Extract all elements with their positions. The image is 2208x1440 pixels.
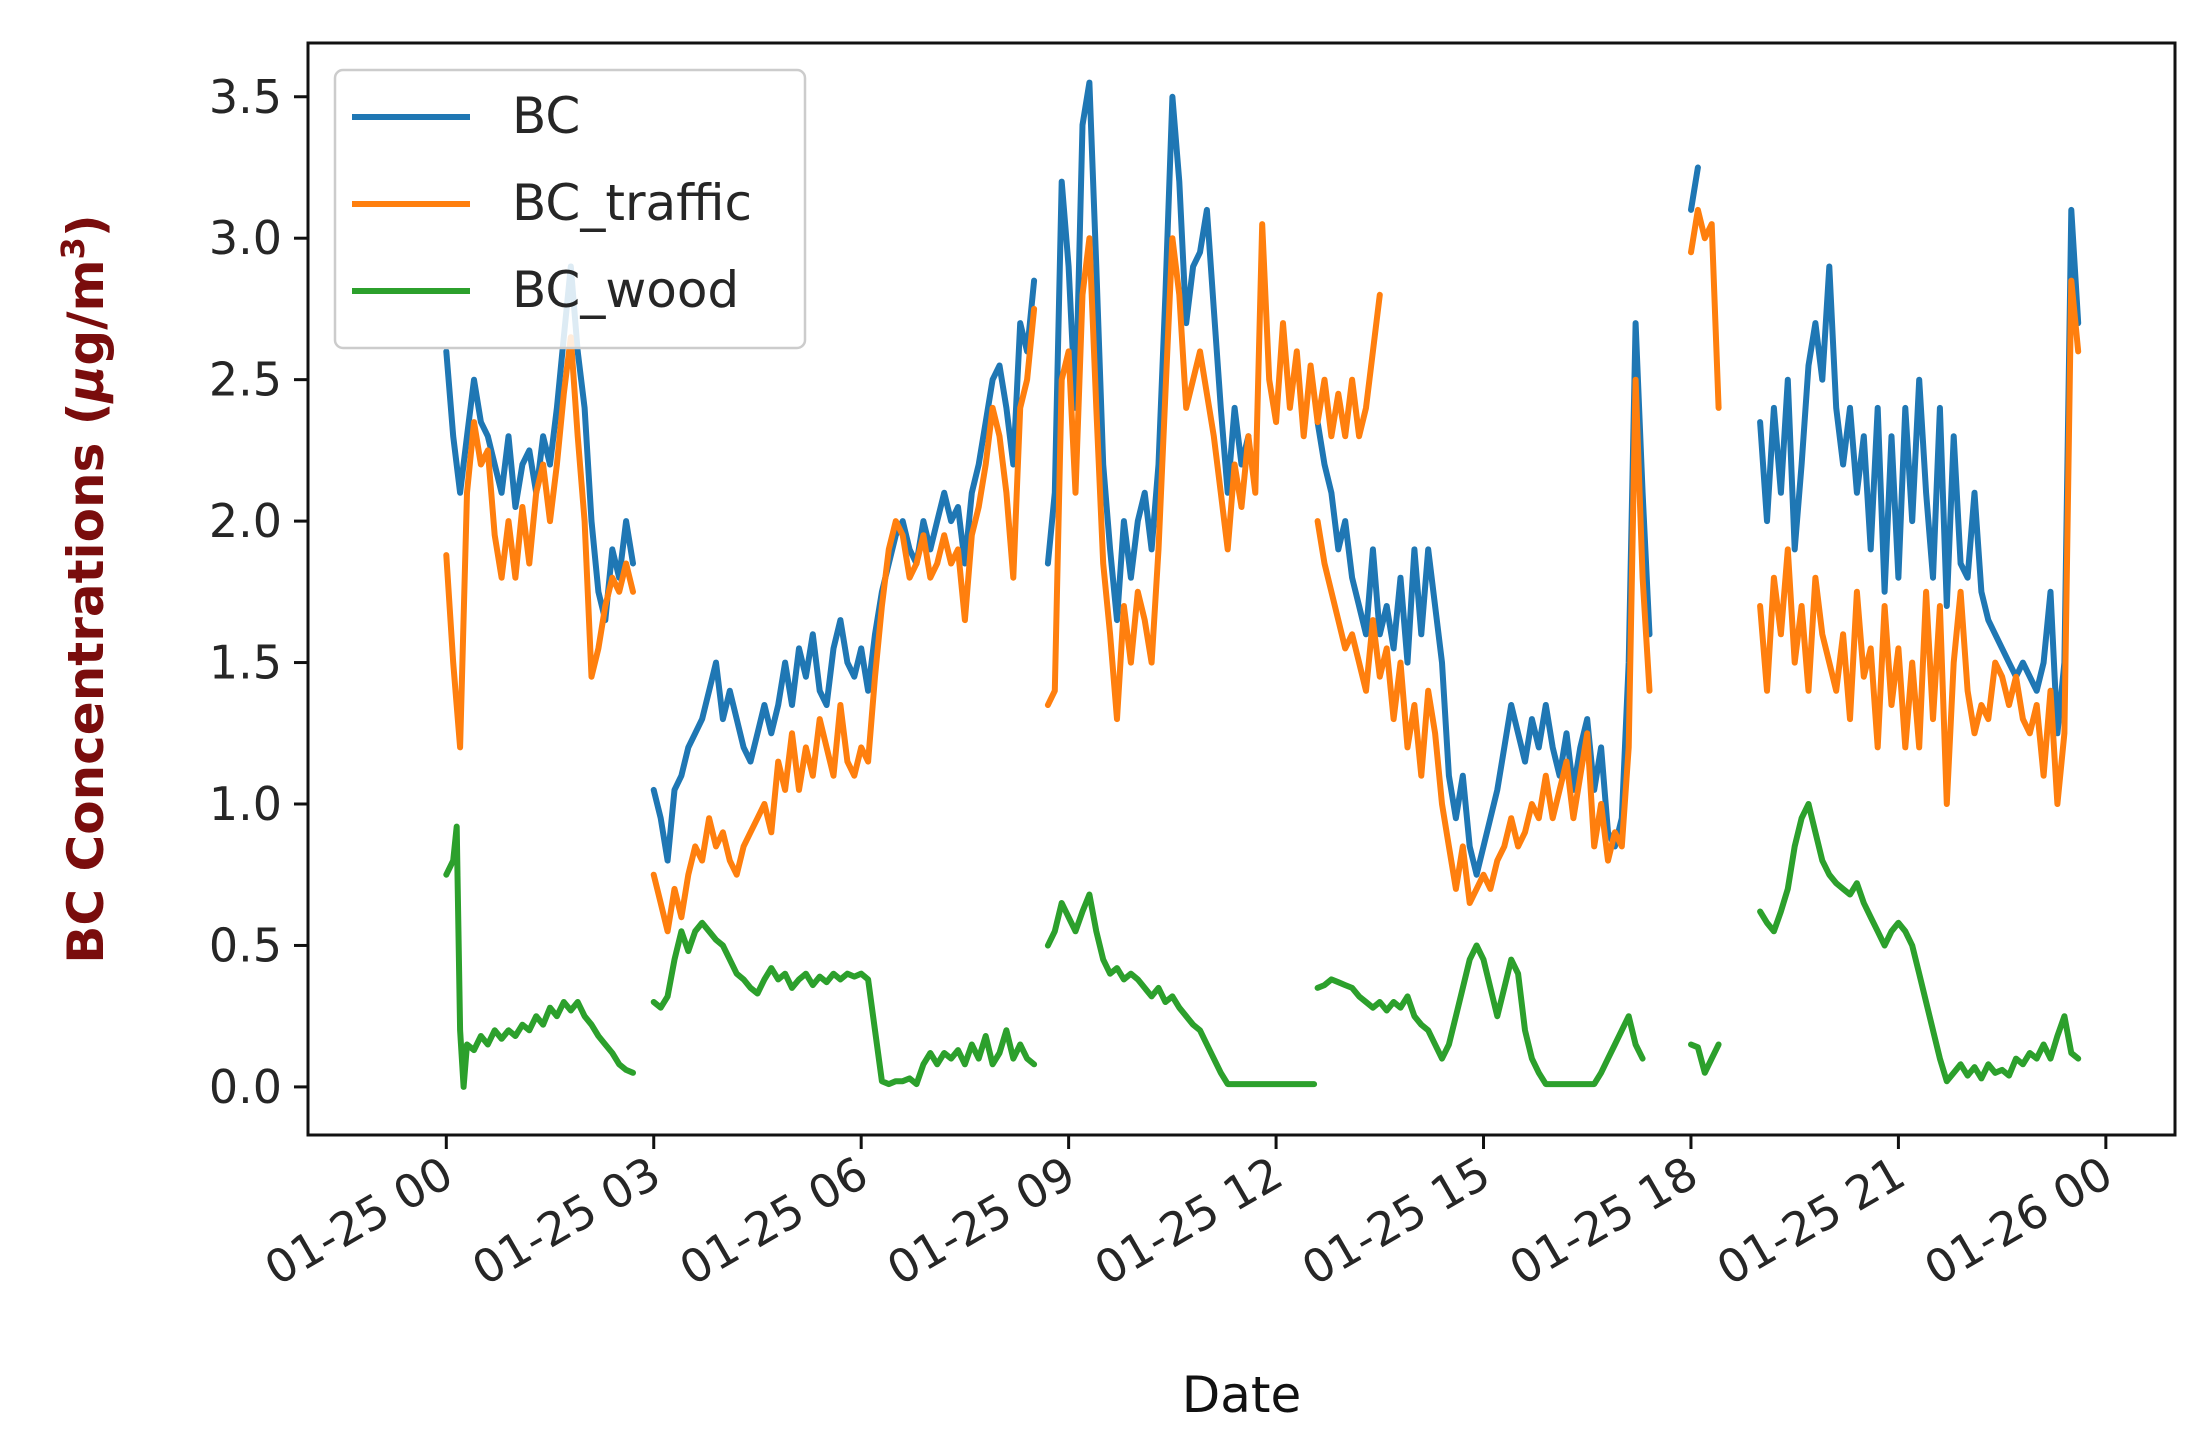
y-tick-label: 2.0 <box>209 494 282 548</box>
series-line-bc-wood-segment-4 <box>1314 942 1646 1088</box>
series-line-bc-wood-segment-6 <box>1757 801 2082 1085</box>
series-line-bc-wood-segment-3 <box>1044 891 1318 1088</box>
series-line-bc-segment-2 <box>650 277 1038 864</box>
y-tick-label: 2.5 <box>209 353 282 407</box>
legend-label-bc: BC <box>512 87 580 145</box>
series-line-bc-traffic-segment-3 <box>1044 221 1383 723</box>
series-line-bc-traffic-segment-5 <box>1688 206 1722 411</box>
series-layer <box>443 79 2082 1090</box>
series-bc-traffic <box>443 206 2082 935</box>
series-line-bc-wood-segment-1 <box>443 823 636 1090</box>
y-tick-label: 1.0 <box>209 777 282 831</box>
y-tick-label: 0.0 <box>209 1060 282 1114</box>
y-tick-label: 0.5 <box>209 918 282 972</box>
x-axis-title: Date <box>1182 1366 1302 1424</box>
y-axis: 0.0 0.5 1.0 1.5 2.0 2.5 3.0 3.5 <box>209 70 308 1114</box>
y-axis-title-sup: 3 <box>54 237 92 259</box>
series-line-bc-wood-segment-5 <box>1688 1041 1722 1076</box>
plot-frame <box>306 41 2177 1137</box>
series-line-bc-segment-1 <box>443 263 636 624</box>
series-line-bc-segment-4 <box>1314 320 1653 878</box>
y-axis-title-mu: µ <box>57 366 115 405</box>
series-bc <box>443 79 2082 878</box>
legend-label-bc-wood: BC_wood <box>512 261 739 319</box>
legend-label-bc-traffic: BC_traffic <box>512 174 752 232</box>
series-line-bc-traffic-segment-1 <box>443 334 636 751</box>
series-line-bc-segment-3 <box>1044 79 1252 624</box>
series-line-bc-traffic-segment-2 <box>650 305 1038 935</box>
series-line-bc-segment-6 <box>1757 206 2082 737</box>
y-axis-title: BC Concentrations (µg/m3) <box>54 214 115 963</box>
series-line-bc-traffic-segment-4 <box>1314 376 1653 906</box>
y-axis-title-close: ) <box>57 214 115 237</box>
y-tick-label: 3.0 <box>209 211 282 265</box>
y-axis-title-unit: g/m <box>57 259 115 365</box>
y-tick-label: 3.5 <box>209 70 282 124</box>
series-line-bc-segment-5 <box>1688 164 1701 213</box>
series-bc-wood <box>443 801 2082 1090</box>
y-tick-label: 1.5 <box>209 636 282 690</box>
legend: BC BC_traffic BC_wood <box>333 68 807 350</box>
series-line-bc-wood-segment-2 <box>650 919 1038 1088</box>
legend-box <box>333 68 807 350</box>
plot-area <box>306 41 2177 1137</box>
series-line-bc-traffic-segment-6 <box>1757 277 2082 807</box>
y-axis-title-main: BC Concentrations ( <box>57 402 115 963</box>
